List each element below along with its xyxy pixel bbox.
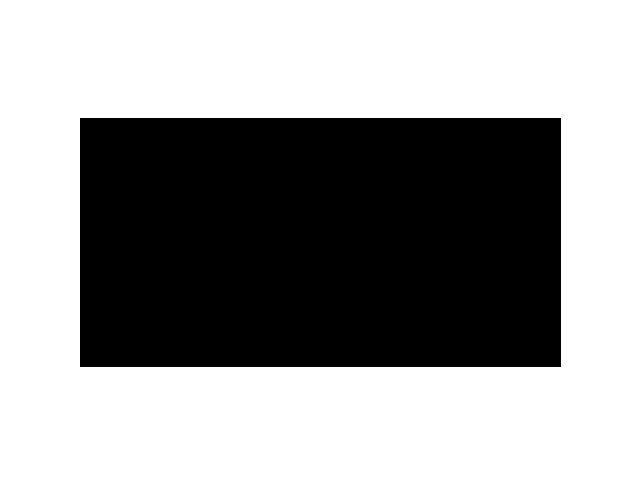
wordcloud-background: [80, 118, 561, 367]
wordcloud-canvas: [80, 118, 561, 367]
wordcloud-svg: [80, 118, 561, 367]
